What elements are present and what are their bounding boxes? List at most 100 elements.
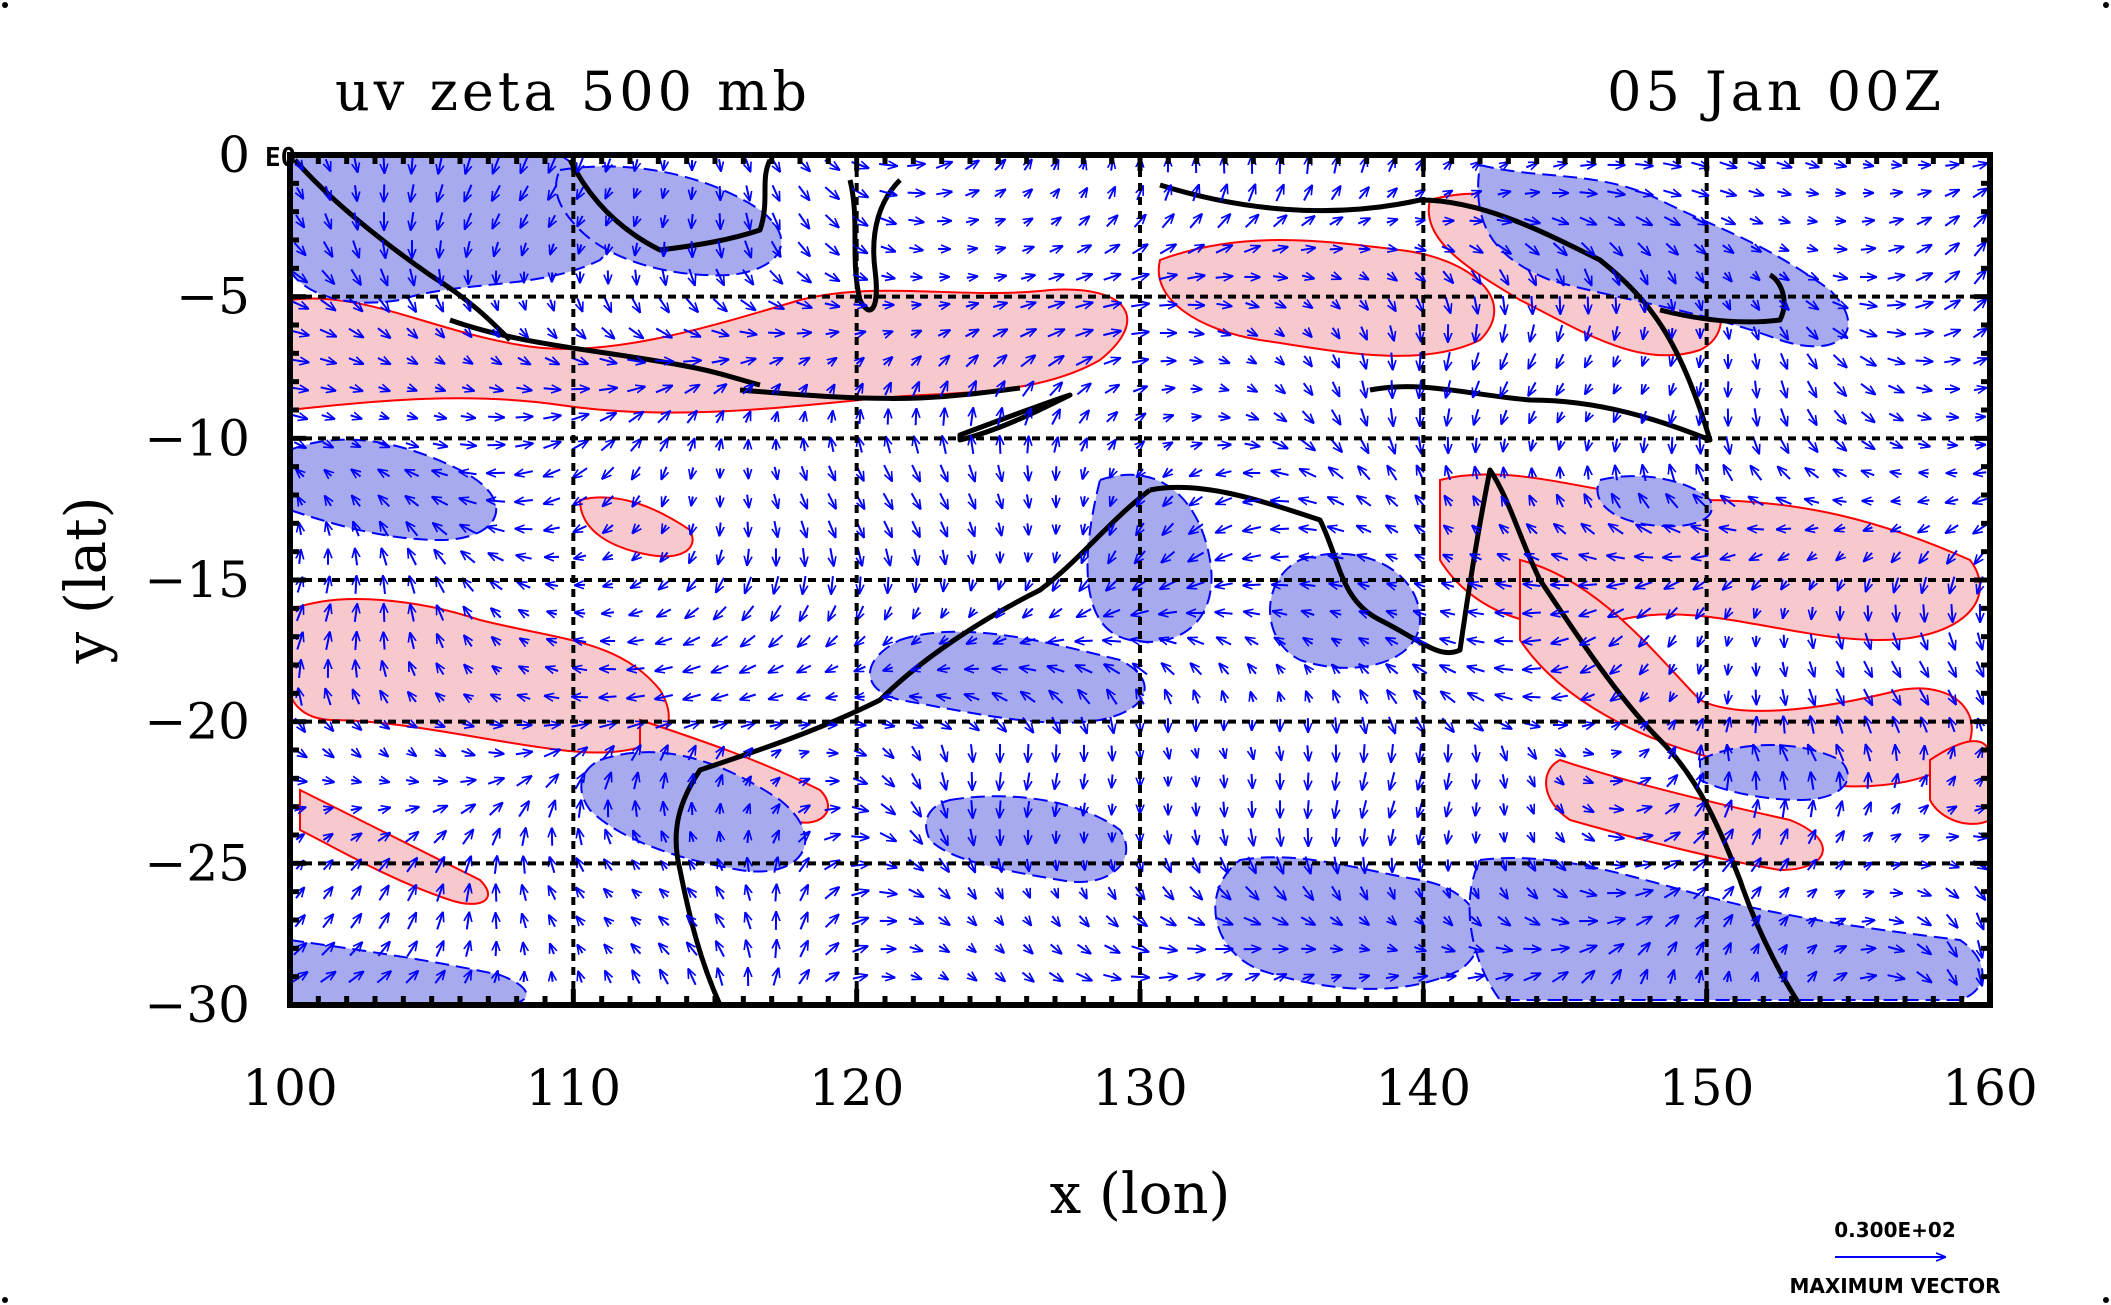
wind-vector — [1833, 409, 1845, 423]
wind-vector — [691, 467, 693, 479]
wind-vector — [292, 415, 307, 419]
wind-vector — [599, 413, 616, 422]
wind-vector — [490, 358, 501, 364]
wind-vector — [1103, 331, 1120, 335]
wind-vector — [1076, 245, 1091, 252]
wind-vector — [659, 439, 668, 452]
wind-vector — [797, 241, 809, 256]
wind-vector — [1972, 163, 1988, 166]
wind-vector — [1190, 495, 1203, 506]
wind-vector — [1524, 697, 1541, 698]
wind-vector — [662, 466, 667, 479]
wind-vector — [1252, 719, 1253, 730]
wind-vector — [1246, 386, 1257, 391]
wind-vector — [1301, 216, 1315, 227]
wind-vector — [1915, 361, 1933, 362]
wind-vector — [1777, 529, 1792, 530]
wind-vector — [468, 269, 469, 284]
wind-vector — [1834, 470, 1847, 477]
wind-vector — [1755, 380, 1757, 398]
wind-vector — [1386, 274, 1396, 281]
wind-vector — [775, 885, 776, 902]
wind-vector — [1528, 381, 1535, 395]
wind-vector — [803, 439, 805, 452]
reference-vector-legend: 0.300E+02 MAXIMUM VECTOR — [1789, 1218, 2000, 1298]
wind-vector — [1635, 557, 1654, 558]
wind-vector — [971, 800, 972, 818]
wind-vector — [1587, 439, 1589, 451]
wind-vector — [1972, 329, 1986, 339]
wind-vector — [1048, 275, 1064, 280]
wind-vector — [1671, 298, 1673, 311]
wind-vector — [1391, 407, 1393, 426]
wind-vector — [910, 356, 920, 367]
wind-vector — [1159, 275, 1176, 279]
wind-vector — [1946, 837, 1958, 838]
wind-vector — [515, 443, 532, 446]
wind-vector — [1391, 352, 1392, 370]
wind-vector — [516, 529, 533, 530]
wind-vector — [1779, 326, 1788, 340]
wind-vector — [1944, 272, 1959, 284]
wind-vector — [1806, 380, 1817, 397]
wind-vector — [775, 466, 778, 479]
wind-vector — [1888, 414, 1903, 421]
wind-vector — [1024, 219, 1033, 224]
wind-vector — [720, 186, 721, 200]
wind-vector — [1672, 437, 1673, 453]
wind-vector — [1552, 242, 1566, 255]
wind-vector — [465, 329, 472, 337]
wind-vector — [768, 333, 784, 334]
wind-vector — [1249, 185, 1255, 202]
wind-vector — [1886, 332, 1905, 334]
wind-vector — [1697, 465, 1705, 482]
wind-vector — [1075, 330, 1093, 336]
wind-vector — [437, 184, 442, 201]
wind-vector — [465, 156, 470, 173]
wind-vector — [355, 212, 358, 230]
wind-vector — [1106, 412, 1117, 423]
wind-vector — [573, 326, 586, 339]
wind-vector — [1693, 243, 1705, 253]
wind-vector — [824, 303, 839, 306]
wind-vector — [575, 585, 586, 586]
wind-vector — [1187, 275, 1204, 278]
wind-vector — [773, 184, 780, 200]
wind-vector — [460, 498, 477, 503]
wind-vector — [326, 158, 331, 171]
wind-vector — [1917, 415, 1930, 419]
wind-vector — [1049, 246, 1063, 252]
wind-vector — [1217, 445, 1230, 446]
wind-vector — [942, 436, 946, 455]
wind-vector — [628, 327, 643, 338]
wind-vector — [878, 164, 897, 166]
wind-vector — [1585, 383, 1591, 394]
wind-vector — [914, 437, 918, 454]
wind-vector — [1362, 380, 1366, 398]
wind-vector — [1049, 383, 1062, 397]
wind-vector — [1862, 471, 1875, 475]
wind-vector — [635, 158, 638, 171]
wind-vector — [1446, 466, 1450, 481]
wind-vector — [827, 492, 836, 508]
wind-vector — [858, 438, 862, 453]
wind-vector — [1130, 977, 1149, 978]
wind-vector — [1502, 324, 1505, 342]
wind-vector — [801, 385, 807, 393]
wind-vector — [295, 214, 304, 227]
wind-vector — [1021, 382, 1034, 397]
wind-vector — [1588, 296, 1589, 314]
wind-vector — [1217, 214, 1230, 229]
wind-vector — [521, 213, 528, 227]
wind-vector — [598, 388, 617, 390]
wind-vector — [1663, 190, 1680, 195]
wind-vector — [460, 472, 477, 475]
negative-region — [1596, 475, 1713, 528]
wind-vector — [1694, 495, 1708, 508]
wind-vector — [488, 387, 503, 390]
wind-vector — [1641, 269, 1648, 284]
wind-vector — [1923, 746, 1924, 761]
wind-vector — [1223, 774, 1224, 788]
wind-vector — [1159, 245, 1176, 255]
wind-vector — [994, 248, 1005, 250]
